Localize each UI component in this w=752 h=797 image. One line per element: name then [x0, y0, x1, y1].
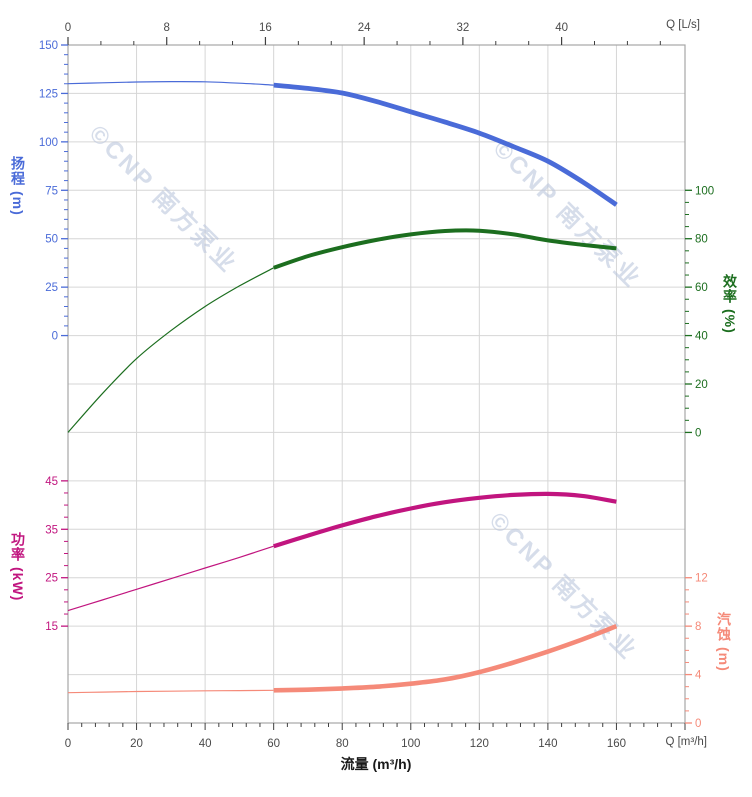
svg-text:150: 150 [39, 40, 58, 52]
svg-text:8: 8 [695, 621, 701, 633]
svg-text:8: 8 [164, 22, 170, 34]
npsh-curve [67, 623, 618, 694]
power-curve [67, 491, 617, 612]
svg-text:0: 0 [695, 718, 701, 730]
svg-text:15: 15 [45, 621, 58, 633]
efficiency-axis-unit: (%) [722, 309, 738, 334]
svg-text:20: 20 [130, 738, 143, 750]
svg-text:20: 20 [695, 379, 708, 391]
svg-text:160: 160 [607, 738, 626, 750]
svg-text:100: 100 [401, 738, 420, 750]
svg-text:0: 0 [52, 331, 58, 343]
svg-text:75: 75 [45, 185, 58, 197]
npsh-axis-unit: (m) [716, 647, 732, 672]
svg-text:125: 125 [39, 88, 58, 100]
svg-text:140: 140 [538, 738, 557, 750]
svg-text:50: 50 [45, 234, 58, 246]
bottom-axis-unit-label: Q [m³/h] [665, 736, 707, 748]
svg-text:4: 4 [695, 670, 702, 682]
head-axis-title: 扬程 (m) [8, 156, 28, 216]
svg-text:60: 60 [695, 282, 708, 294]
svg-text:0: 0 [65, 738, 71, 750]
svg-text:120: 120 [470, 738, 489, 750]
svg-text:25: 25 [45, 573, 58, 585]
bottom-axis-ticks: 0 20 40 60 80 100 120 140 160 [65, 723, 686, 750]
svg-text:35: 35 [45, 524, 58, 536]
svg-text:60: 60 [267, 738, 280, 750]
svg-text:45: 45 [45, 476, 58, 488]
power-axis-title: 功率 (kW) [8, 532, 28, 601]
power-axis-unit: (kW) [10, 567, 26, 602]
svg-text:80: 80 [695, 234, 708, 246]
head-axis-unit: (m) [10, 191, 26, 216]
npsh-axis-ticks: 12 8 4 0 [685, 573, 708, 730]
efficiency-axis-ticks: 100 80 60 40 20 0 [685, 185, 714, 439]
head-axis-name: 扬程 [10, 156, 26, 186]
svg-text:12: 12 [695, 573, 708, 585]
power-axis-ticks: 45 35 25 15 [45, 476, 68, 633]
svg-text:100: 100 [695, 185, 714, 197]
svg-text:0: 0 [695, 427, 701, 439]
svg-text:40: 40 [695, 331, 708, 343]
svg-text:80: 80 [336, 738, 349, 750]
svg-text:100: 100 [39, 137, 58, 149]
svg-text:24: 24 [358, 22, 371, 34]
npsh-axis-name: 汽蚀 [716, 612, 732, 642]
svg-text:40: 40 [199, 738, 212, 750]
head-curve [67, 80, 618, 207]
svg-text:25: 25 [45, 282, 58, 294]
svg-text:0: 0 [65, 22, 71, 34]
head-axis-ticks: 150 125 100 75 50 25 0 [39, 40, 68, 343]
efficiency-axis-title: 效率 (%) [720, 274, 740, 334]
top-axis-ticks: 0 8 16 24 32 40 [65, 22, 661, 45]
svg-text:©CNP 南方泵业: ©CNP 南方泵业 [84, 119, 244, 279]
svg-text:40: 40 [555, 22, 568, 34]
watermark: ©CNP 南方泵业 ©CNP 南方泵业 ©CNP 南方泵业 [84, 119, 648, 666]
power-axis-name: 功率 [10, 532, 26, 562]
svg-text:©CNP 南方泵业: ©CNP 南方泵业 [484, 506, 644, 666]
svg-text:©CNP 南方泵业: ©CNP 南方泵业 [488, 134, 648, 294]
npsh-axis-title: 汽蚀 (m) [714, 612, 734, 672]
top-axis-unit-label: Q [L/s] [666, 19, 700, 31]
svg-text:16: 16 [259, 22, 272, 34]
gridlines [68, 45, 685, 723]
flow-axis-title: 流量 (m³/h) [340, 756, 412, 772]
efficiency-axis-name: 效率 [722, 274, 738, 304]
efficiency-curve [67, 228, 617, 433]
svg-text:32: 32 [456, 22, 469, 34]
